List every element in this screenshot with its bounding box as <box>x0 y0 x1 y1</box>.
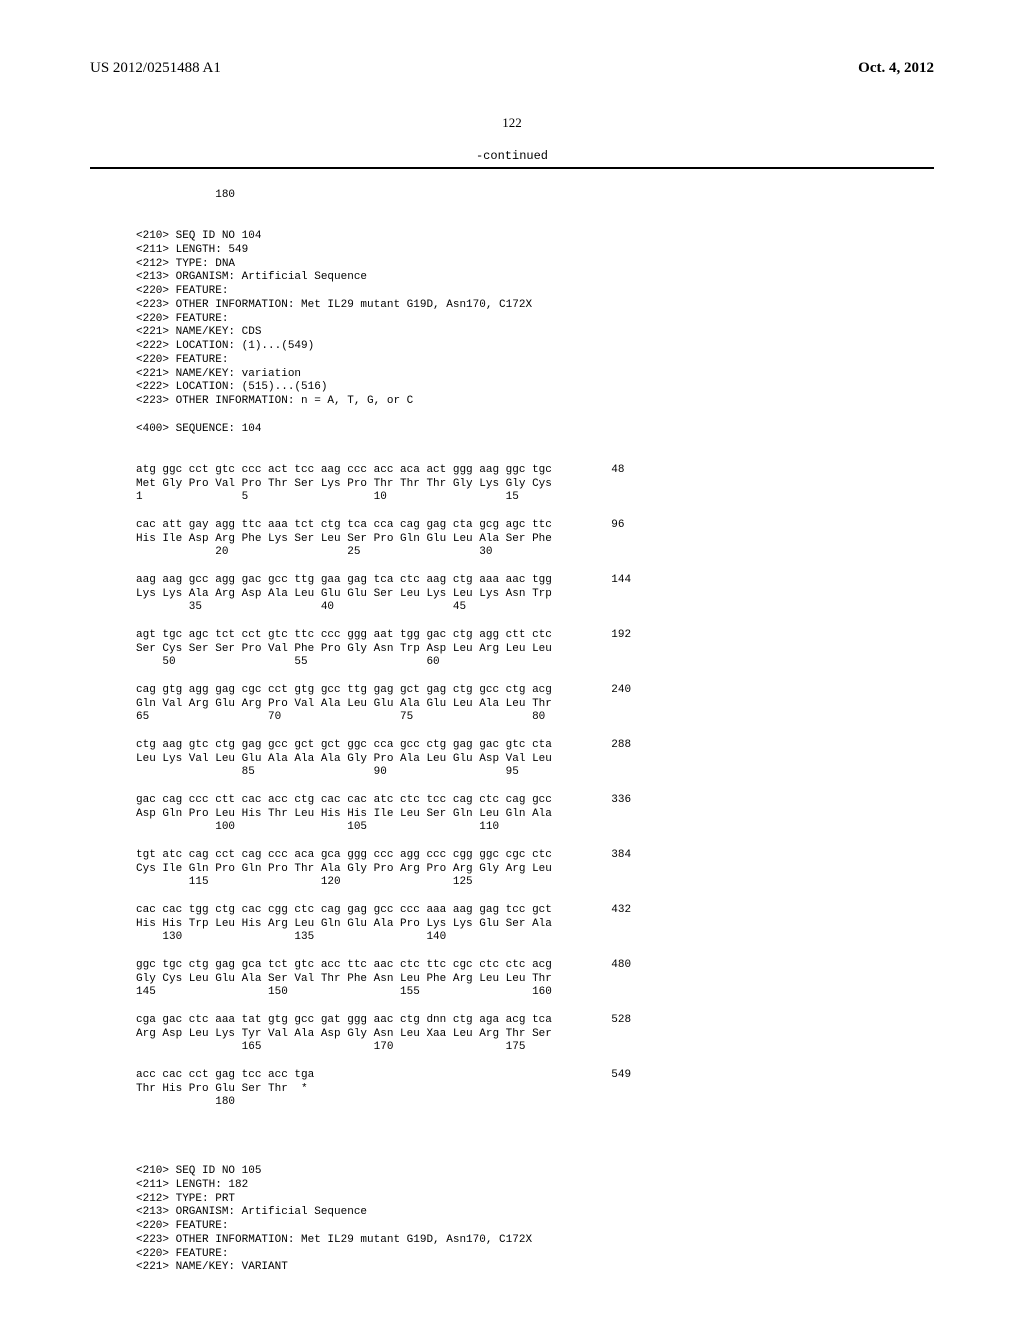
top-rule <box>90 167 934 169</box>
header: US 2012/0251488 A1 Oct. 4, 2012 <box>90 60 934 77</box>
doc-number: US 2012/0251488 A1 <box>90 60 221 77</box>
page-number: 122 <box>90 115 934 131</box>
doc-date: Oct. 4, 2012 <box>858 60 934 77</box>
sequence-listing: 180 <210> SEQ ID NO 104 <211> LENGTH: 54… <box>136 175 934 1275</box>
meta-105: <210> SEQ ID NO 105 <211> LENGTH: 182 <2… <box>136 1165 532 1273</box>
continued-label: -continued <box>90 149 934 163</box>
meta-104: <210> SEQ ID NO 104 <211> LENGTH: 549 <2… <box>136 230 532 435</box>
top-fragment: 180 <box>136 189 235 201</box>
sequence-rows: atg ggc cct gtc ccc act tcc aag ccc acc … <box>136 464 631 1109</box>
page: US 2012/0251488 A1 Oct. 4, 2012 122 -con… <box>0 0 1024 1320</box>
